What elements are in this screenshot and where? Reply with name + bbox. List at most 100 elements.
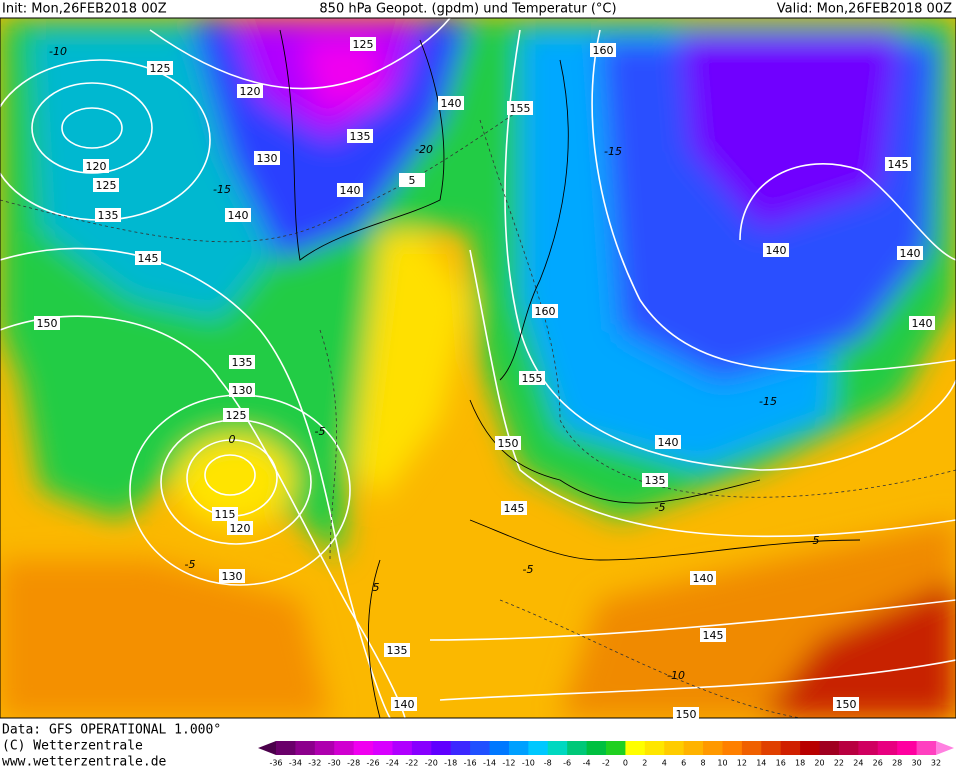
legend-label: -34 bbox=[289, 759, 302, 768]
init-time: Init: Mon,26FEB2018 00Z bbox=[2, 2, 167, 17]
label-box bbox=[501, 501, 527, 515]
contour-label: 140 bbox=[441, 97, 462, 110]
legend-label: 6 bbox=[681, 759, 686, 768]
legend-swatch bbox=[644, 741, 665, 755]
legend-swatch bbox=[625, 741, 646, 755]
label-box bbox=[690, 571, 716, 585]
label-box bbox=[229, 355, 255, 369]
contour-label: 130 bbox=[232, 384, 253, 397]
legend-swatch bbox=[916, 741, 937, 755]
label-box bbox=[229, 383, 255, 397]
label-box bbox=[673, 707, 699, 721]
legend-label: 2 bbox=[642, 759, 647, 768]
contour-label: 140 bbox=[340, 184, 361, 197]
legend-label: 4 bbox=[662, 759, 667, 768]
label-box bbox=[399, 173, 425, 187]
contour-label: 160 bbox=[593, 44, 614, 57]
legend-label: -8 bbox=[544, 759, 552, 768]
legend-swatch bbox=[800, 741, 821, 755]
temperature-label: -15 bbox=[213, 183, 231, 196]
temperature-contours bbox=[0, 109, 956, 718]
temperature-label: -10 bbox=[667, 669, 685, 682]
label-box bbox=[337, 183, 363, 197]
legend-swatch bbox=[567, 741, 588, 755]
legend-label: 28 bbox=[892, 759, 902, 768]
label-box bbox=[507, 101, 533, 115]
legend-swatch bbox=[508, 741, 529, 755]
contour-label: 120 bbox=[230, 522, 251, 535]
label-box bbox=[885, 157, 911, 171]
contour-label: 125 bbox=[150, 62, 171, 75]
map-frame bbox=[0, 17, 956, 719]
contour-labels: 125 120 125 140 155 160 135 130 140 5 120 125 135 140… bbox=[34, 37, 935, 721]
label-box bbox=[212, 507, 238, 521]
label-box bbox=[347, 129, 373, 143]
label-box bbox=[391, 697, 417, 711]
contour-label: 140 bbox=[658, 436, 679, 449]
legend-label: -20 bbox=[425, 759, 438, 768]
contour-label: 145 bbox=[504, 502, 525, 515]
contour-label: 120 bbox=[240, 85, 261, 98]
contour-label: 135 bbox=[645, 474, 666, 487]
contour-label: 150 bbox=[676, 708, 697, 721]
legend-swatch bbox=[450, 741, 471, 755]
legend-swatch bbox=[877, 741, 898, 755]
label-box bbox=[384, 643, 410, 657]
legend-label: 16 bbox=[776, 759, 786, 768]
legend-swatch bbox=[838, 741, 859, 755]
legend-swatch bbox=[528, 741, 549, 755]
contour-label: 145 bbox=[138, 252, 159, 265]
legend-swatch bbox=[664, 741, 685, 755]
legend-label: 26 bbox=[873, 759, 883, 768]
temperature-label: -20 bbox=[415, 143, 433, 156]
legend-arrow bbox=[258, 741, 276, 755]
legend-swatch bbox=[761, 741, 782, 755]
contour-label: 120 bbox=[86, 160, 107, 173]
legend-label: -36 bbox=[269, 759, 282, 768]
label-box bbox=[83, 159, 109, 173]
contour-label: 125 bbox=[226, 409, 247, 422]
legend-swatch bbox=[780, 741, 801, 755]
label-box bbox=[909, 316, 935, 330]
label-box bbox=[642, 473, 668, 487]
label-box bbox=[438, 96, 464, 110]
contour-label: 150 bbox=[37, 317, 58, 330]
label-box bbox=[219, 569, 245, 583]
legend-swatch bbox=[431, 741, 452, 755]
label-box bbox=[227, 521, 253, 535]
legend-swatch bbox=[703, 741, 723, 755]
contour-label: 140 bbox=[900, 247, 921, 260]
label-box bbox=[95, 208, 121, 222]
legend-label: -22 bbox=[405, 759, 418, 768]
legend-label: -26 bbox=[367, 759, 380, 768]
legend-label: -24 bbox=[386, 759, 399, 768]
legend-swatch bbox=[295, 741, 316, 755]
temperature-label: -15 bbox=[604, 145, 622, 158]
legend-label: 18 bbox=[795, 759, 805, 768]
legend-label: 30 bbox=[911, 759, 921, 768]
label-box bbox=[34, 316, 60, 330]
contour-label: 155 bbox=[522, 372, 543, 385]
legend-label: -30 bbox=[328, 759, 341, 768]
legend-label: 10 bbox=[717, 759, 727, 768]
legend-swatch bbox=[897, 741, 918, 755]
legend-swatch bbox=[276, 741, 296, 755]
data-source: Data: GFS OPERATIONAL 1.000° bbox=[2, 723, 221, 738]
legend-label: 14 bbox=[756, 759, 766, 768]
legend-label: -4 bbox=[583, 759, 591, 768]
legend-label: -32 bbox=[308, 759, 321, 768]
temperature-label: 0 bbox=[229, 433, 236, 446]
label-box bbox=[135, 251, 161, 265]
coastlines bbox=[279, 29, 861, 718]
label-box bbox=[225, 208, 251, 222]
label-box bbox=[147, 61, 173, 75]
contour-label: 140 bbox=[228, 209, 249, 222]
label-box bbox=[532, 304, 558, 318]
legend-swatch bbox=[722, 741, 743, 755]
legend-label: 22 bbox=[834, 759, 844, 768]
legend-swatch bbox=[586, 741, 607, 755]
legend-swatch bbox=[334, 741, 355, 755]
temperature-label: -5 bbox=[315, 425, 326, 438]
